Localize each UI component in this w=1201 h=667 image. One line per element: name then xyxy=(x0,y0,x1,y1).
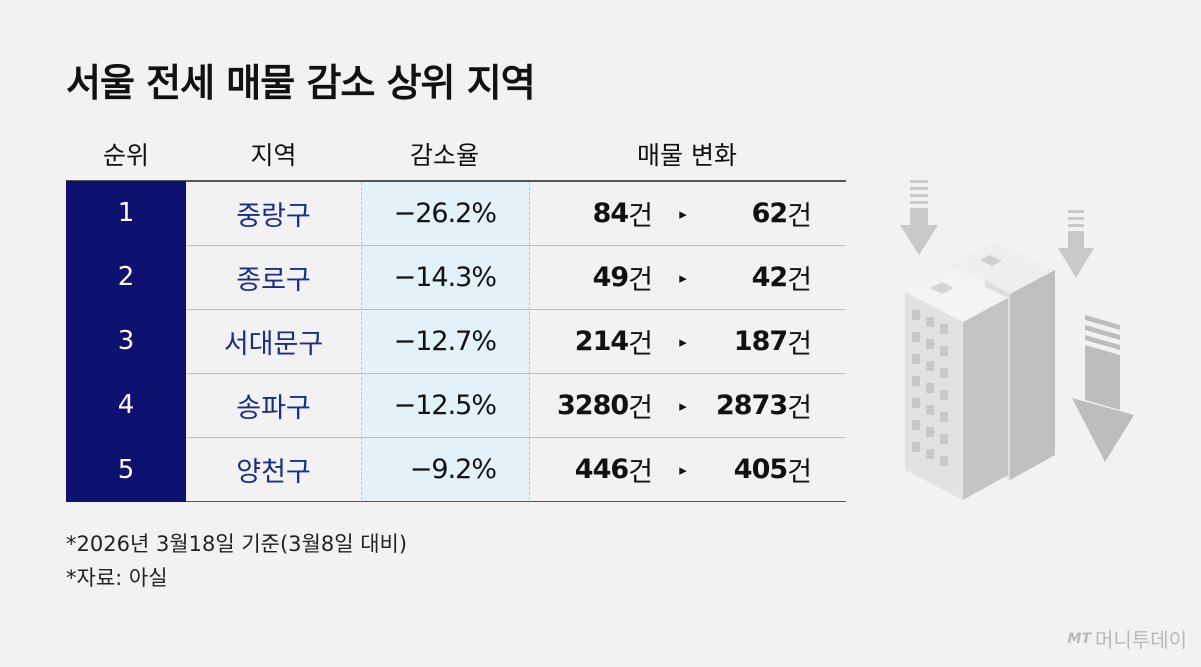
from-count: 84 xyxy=(592,198,630,229)
down-arrow-icon xyxy=(1072,315,1134,462)
unit-label: 건 xyxy=(787,457,812,488)
from-cell: 446 건 xyxy=(528,438,653,501)
table-body: 1 중랑구 −26.2% 84 건 ▸ 62 건 2 종로구 −14.3% 49 건 ▸ 42 건 3 서대문구 −… xyxy=(66,180,846,502)
unit-label: 건 xyxy=(787,201,812,232)
note-date: *2026년 3월18일 기준(3월8일 대비) xyxy=(66,532,408,556)
table-row: 4 송파구 −12.5% 3280 건 ▸ 2873 건 xyxy=(66,373,846,438)
arrow-icon: ▸ xyxy=(679,204,687,223)
header-rate: 감소율 xyxy=(409,141,479,170)
unit-label: 건 xyxy=(787,393,812,424)
from-cell: 84 건 xyxy=(528,182,653,245)
unit-label: 건 xyxy=(628,329,653,360)
unit-label: 건 xyxy=(787,265,812,296)
header-change: 매물 변화 xyxy=(637,141,737,170)
unit-label: 건 xyxy=(787,329,812,360)
rank-cell: 2 xyxy=(66,245,186,309)
rank-cell: 4 xyxy=(66,373,186,437)
to-count: 62 xyxy=(751,198,789,229)
from-cell: 214 건 xyxy=(528,310,653,373)
logo-mark: MT xyxy=(1067,630,1091,647)
from-cell: 3280 건 xyxy=(528,374,653,437)
down-arrow-icon xyxy=(900,180,938,255)
to-cell: 405 건 xyxy=(686,438,812,501)
ranking-table: 순위 지역 감소율 매물 변화 1 중랑구 −26.2% 84 건 ▸ 62 건 2 종로구 −14… xyxy=(66,132,846,502)
header-rank: 순위 xyxy=(102,141,149,170)
table-header: 순위 지역 감소율 매물 변화 xyxy=(66,132,846,180)
region-cell: 송파구 xyxy=(236,393,311,424)
to-count: 405 xyxy=(733,454,788,485)
rank-cell: 5 xyxy=(66,437,186,502)
to-count: 2873 xyxy=(716,390,788,421)
region-cell: 양천구 xyxy=(236,457,311,488)
region-cell: 종로구 xyxy=(236,265,311,296)
rate-column-highlight xyxy=(361,182,530,500)
to-cell: 62 건 xyxy=(686,182,812,245)
unit-label: 건 xyxy=(628,393,653,424)
unit-label: 건 xyxy=(628,265,653,296)
table-row: 2 종로구 −14.3% 49 건 ▸ 42 건 xyxy=(66,245,846,310)
unit-label: 건 xyxy=(628,457,653,488)
rate-cell: −12.5% xyxy=(393,390,497,421)
down-arrow-icon xyxy=(1058,210,1094,278)
arrow-icon: ▸ xyxy=(679,460,687,479)
table-row: 1 중랑구 −26.2% 84 건 ▸ 62 건 xyxy=(66,181,846,246)
arrow-icon: ▸ xyxy=(679,396,687,415)
table-row: 5 양천구 −9.2% 446 건 ▸ 405 건 xyxy=(66,437,846,502)
rank-cell: 1 xyxy=(66,181,186,245)
page-title: 서울 전세 매물 감소 상위 지역 xyxy=(66,61,536,105)
from-count: 49 xyxy=(592,262,630,293)
from-count: 3280 xyxy=(557,390,629,421)
brand-logo: MT 머니투데이 xyxy=(1068,624,1187,653)
region-cell: 중랑구 xyxy=(236,201,311,232)
region-cell: 서대문구 xyxy=(223,329,324,360)
from-count: 214 xyxy=(574,326,629,357)
to-count: 42 xyxy=(751,262,789,293)
to-cell: 187 건 xyxy=(686,310,812,373)
building-front xyxy=(905,270,1008,500)
rate-cell: −12.7% xyxy=(393,326,497,357)
rate-cell: −9.2% xyxy=(409,454,497,485)
to-cell: 2873 건 xyxy=(686,374,812,437)
logo-name: 머니투데이 xyxy=(1095,628,1187,652)
rank-cell: 3 xyxy=(66,309,186,373)
from-count: 446 xyxy=(574,454,629,485)
arrow-icon: ▸ xyxy=(679,332,687,351)
header-region: 지역 xyxy=(250,141,297,170)
arrow-icon: ▸ xyxy=(679,268,687,287)
table-row: 3 서대문구 −12.7% 214 건 ▸ 187 건 xyxy=(66,309,846,374)
to-count: 187 xyxy=(733,326,788,357)
rate-cell: −14.3% xyxy=(393,262,497,293)
note-source: *자료: 아실 xyxy=(66,566,168,590)
rate-cell: −26.2% xyxy=(393,198,497,229)
from-cell: 49 건 xyxy=(528,246,653,309)
to-cell: 42 건 xyxy=(686,246,812,309)
unit-label: 건 xyxy=(628,201,653,232)
building-illustration xyxy=(900,180,1134,500)
